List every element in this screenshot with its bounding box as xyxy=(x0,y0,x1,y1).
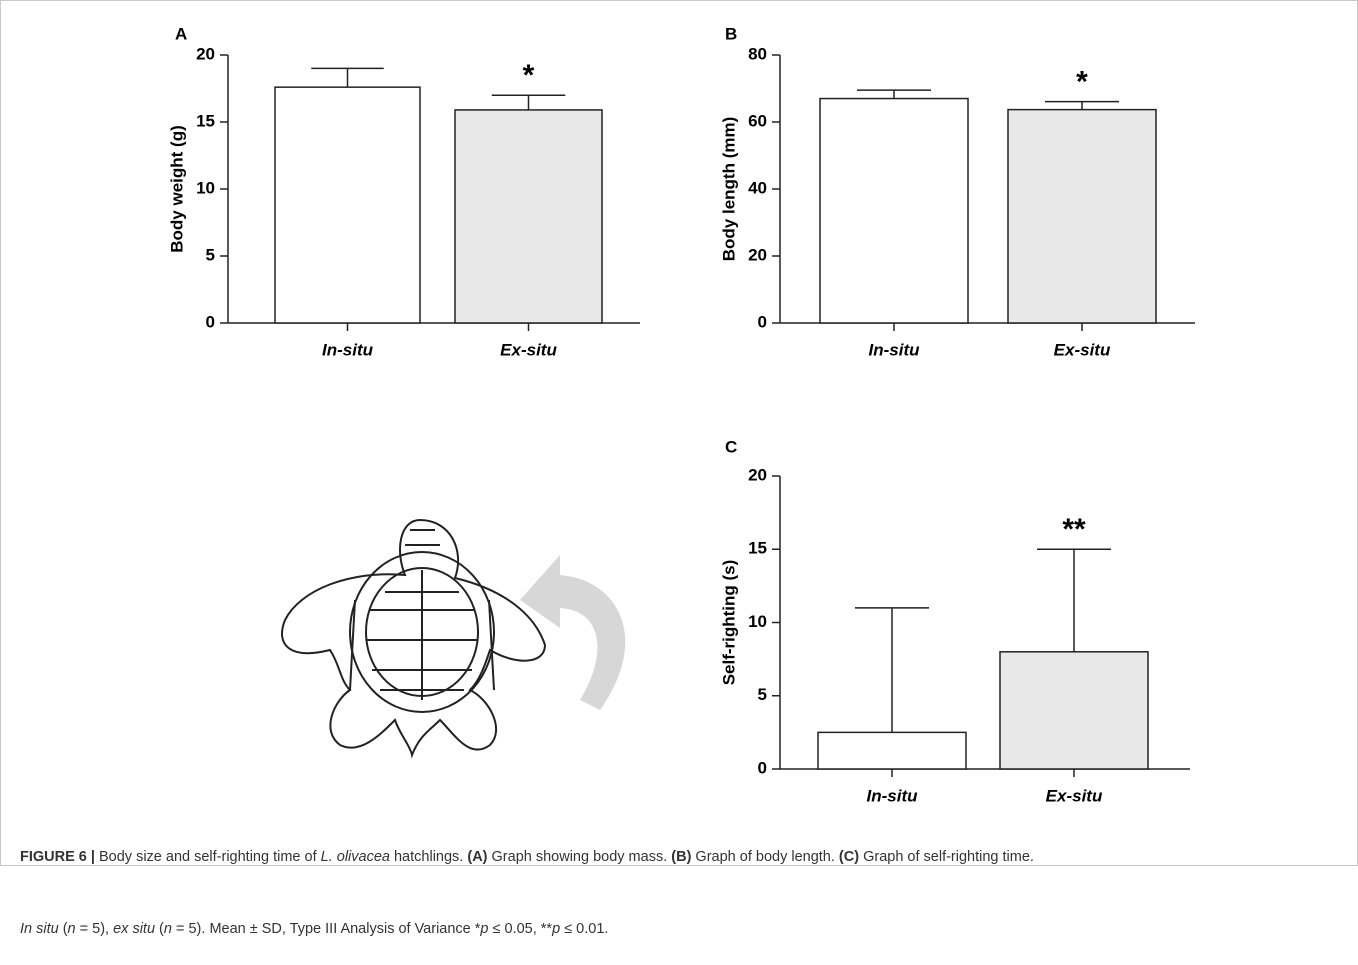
y-axis-label: Body length (mm) xyxy=(719,117,738,262)
y-tick-label: 10 xyxy=(196,178,215,197)
y-tick-label: 20 xyxy=(748,245,767,264)
bar xyxy=(1000,652,1148,769)
bar xyxy=(820,99,968,323)
caption: FIGURE 6 | Body size and self-righting t… xyxy=(20,797,1034,965)
caption-text: (C) xyxy=(839,849,859,865)
caption-text: n xyxy=(164,921,172,937)
caption-text: n xyxy=(68,921,76,937)
y-tick-label: 5 xyxy=(206,245,215,264)
panel-label: B xyxy=(725,24,737,43)
y-tick-label: 40 xyxy=(748,178,767,197)
caption-text: p xyxy=(480,921,488,937)
caption-text: = 5), xyxy=(76,921,113,937)
caption-text: (B) xyxy=(671,849,691,865)
caption-text: FIGURE 6 | xyxy=(20,849,95,865)
y-tick-label: 15 xyxy=(196,111,215,130)
caption-text: hatchlings. xyxy=(390,849,467,865)
y-tick-label: 0 xyxy=(206,312,215,331)
y-axis-label: Body weight (g) xyxy=(167,125,186,252)
y-tick-label: 20 xyxy=(748,465,767,484)
bar xyxy=(275,87,420,323)
y-tick-label: 5 xyxy=(758,685,767,704)
x-tick-label: In-situ xyxy=(869,340,921,359)
y-tick-label: 20 xyxy=(196,44,215,63)
caption-text: ≤ 0.05, ** xyxy=(489,921,553,937)
caption-text: Graph of body length. xyxy=(691,849,839,865)
y-tick-label: 0 xyxy=(758,758,767,777)
y-tick-label: 60 xyxy=(748,111,767,130)
significance-marker: * xyxy=(523,59,535,92)
bar xyxy=(1008,110,1156,323)
y-tick-label: 80 xyxy=(748,44,767,63)
bar xyxy=(455,110,602,323)
panel-label: A xyxy=(175,24,187,43)
bar xyxy=(818,732,966,769)
y-axis-label: Self-righting (s) xyxy=(719,560,738,686)
caption-text: (A) xyxy=(467,849,487,865)
x-tick-label: In-situ xyxy=(322,340,374,359)
x-tick-label: Ex-situ xyxy=(500,340,557,359)
caption-line: FIGURE 6 | Body size and self-righting t… xyxy=(20,845,1034,869)
y-tick-label: 0 xyxy=(758,312,767,331)
significance-marker: * xyxy=(1076,65,1088,98)
caption-text: p xyxy=(552,921,560,937)
caption-text: = 5). Mean ± SD, Type III Analysis of Va… xyxy=(172,921,480,937)
caption-text: ex situ xyxy=(113,921,155,937)
caption-line: In situ (n = 5), ex situ (n = 5). Mean ±… xyxy=(20,917,1034,941)
figure: A Body weight (g) 0 5 10 15 20 In-situ Ex-situ * B… xyxy=(0,0,1358,866)
caption-text: L. olivacea xyxy=(321,849,390,865)
caption-text: Graph showing body mass. xyxy=(488,849,672,865)
panel-label: C xyxy=(725,437,737,456)
caption-text: ≤ 0.01. xyxy=(560,921,608,937)
caption-text: ( xyxy=(59,921,68,937)
turtle-illustration xyxy=(282,520,545,755)
significance-marker: ** xyxy=(1062,513,1086,546)
caption-text: Graph of self-righting time. xyxy=(859,849,1034,865)
caption-text: ( xyxy=(155,921,164,937)
x-tick-label: Ex-situ xyxy=(1046,786,1103,805)
x-tick-label: Ex-situ xyxy=(1054,340,1111,359)
caption-text: In situ xyxy=(20,921,59,937)
caption-text: Body size and self-righting time of xyxy=(95,849,321,865)
y-tick-label: 10 xyxy=(748,612,767,631)
page: A Body weight (g) 0 5 10 15 20 In-situ Ex-situ * B… xyxy=(0,0,1358,866)
y-tick-label: 15 xyxy=(748,539,767,558)
